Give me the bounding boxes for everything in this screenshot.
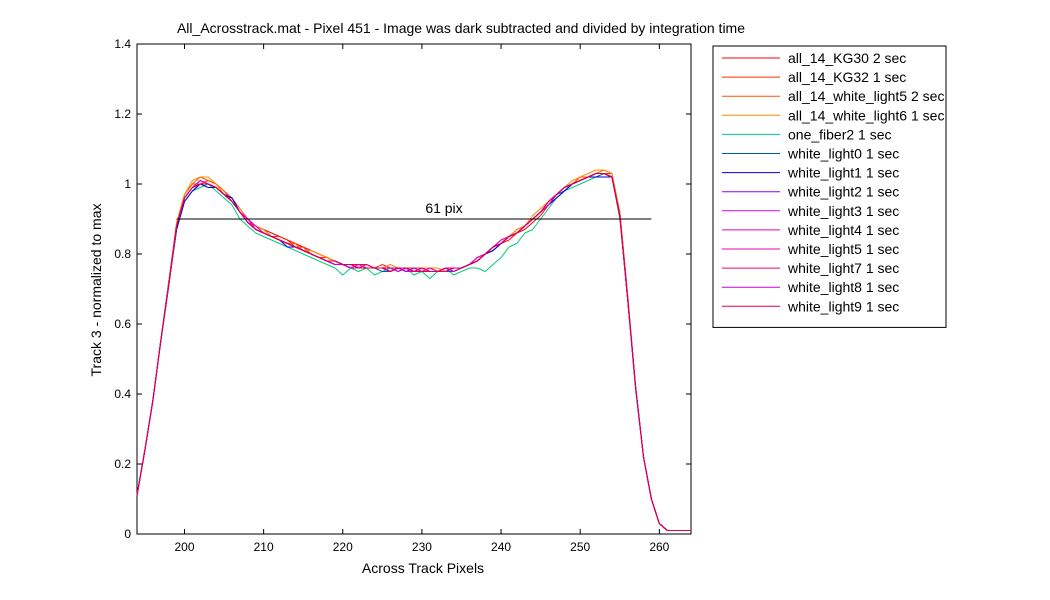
- series-layer: [136, 169, 691, 531]
- y-tick-label: 1: [124, 177, 131, 191]
- annotation-layer: 61 pix: [176, 200, 652, 220]
- x-tick-label: 210: [254, 540, 274, 554]
- x-tick-label: 250: [570, 540, 590, 554]
- x-axis-title: Across Track Pixels: [362, 560, 484, 576]
- legend-label-4: one_fiber2 1 sec: [788, 126, 892, 142]
- y-tick-label: 0.8: [114, 247, 131, 261]
- legend-label-13: white_light9 1 sec: [787, 298, 899, 314]
- legend-label-12: white_light8 1 sec: [787, 279, 899, 295]
- y-tick-label: 0.4: [114, 387, 131, 401]
- legend-label-3: all_14_white_light6 1 sec: [788, 107, 944, 123]
- legend-label-5: white_light0 1 sec: [787, 146, 899, 162]
- legend: all_14_KG30 2 sec all_14_KG32 1 sec all_14…: [712, 45, 947, 328]
- y-tick-label: 1.2: [114, 107, 131, 121]
- legend-label-7: white_light2 1 sec: [787, 184, 899, 200]
- legend-label-2: all_14_white_light5 2 sec: [788, 88, 944, 104]
- legend-label-11: white_light7 1 sec: [787, 260, 899, 276]
- legend-label-8: white_light3 1 sec: [787, 203, 899, 219]
- x-tick-label: 230: [412, 540, 432, 554]
- y-tick-label: 0.2: [114, 457, 131, 471]
- annotation-label: 61 pix: [425, 200, 462, 216]
- x-tick-label: 220: [333, 540, 353, 554]
- y-tick-label: 1.4: [114, 37, 131, 51]
- x-tick-label: 260: [649, 540, 669, 554]
- y-tick-label: 0.6: [114, 317, 131, 331]
- y-tick-label: 0: [124, 527, 131, 541]
- axes: [136, 43, 692, 535]
- legend-label-0: all_14_KG30 2 sec: [788, 50, 906, 66]
- legend-label-9: white_light4 1 sec: [787, 222, 899, 238]
- chart-title: All_Acrosstrack.mat - Pixel 451 - Image …: [177, 20, 745, 36]
- series-line-13: [136, 173, 691, 531]
- y-axis-title: Track 3 - normalized to max: [88, 204, 104, 377]
- legend-box: [712, 45, 947, 328]
- x-tick-label: 200: [174, 540, 194, 554]
- legend-label-10: white_light5 1 sec: [787, 241, 899, 257]
- x-tick-label: 240: [491, 540, 511, 554]
- ticks-layer: 200 210 220 230 240 250 260 0 0.2 0.4 0.6 0.8 1 1.2 1.…: [114, 37, 691, 554]
- legend-label-1: all_14_KG32 1 sec: [788, 69, 906, 85]
- legend-label-6: white_light1 1 sec: [787, 165, 899, 181]
- plot-area: [136, 43, 692, 535]
